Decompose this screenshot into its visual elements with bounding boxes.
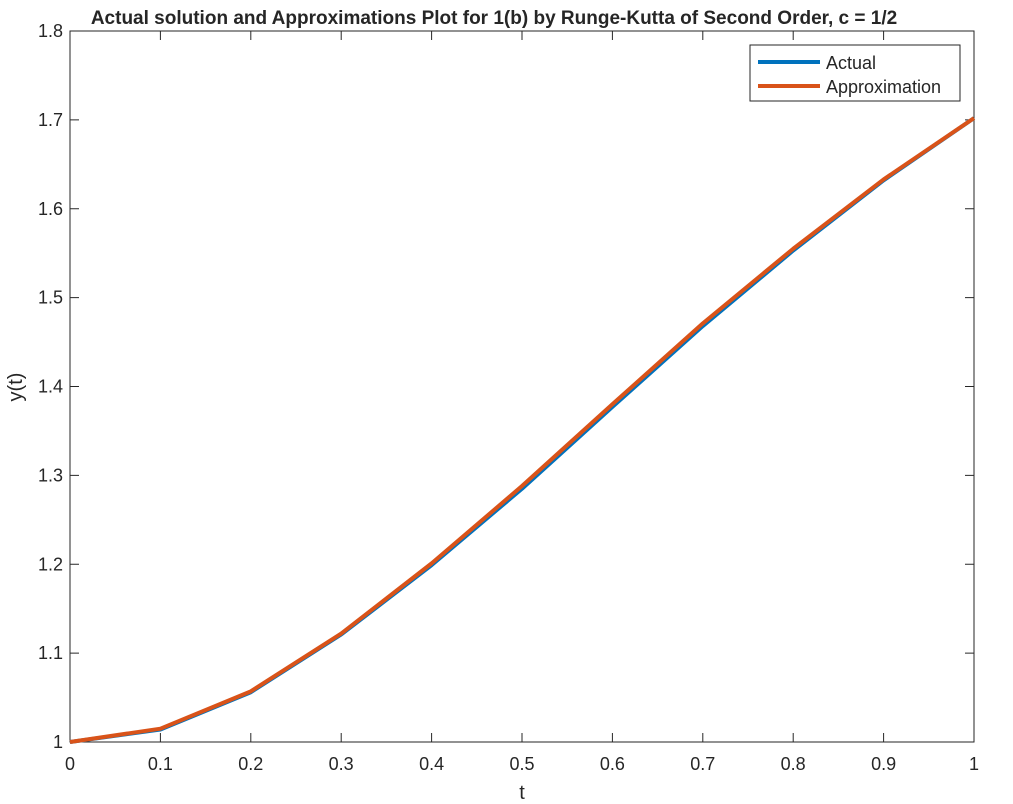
axes: 0 0.1 0.2 0.3 0.4 0.5 0.6 0.7 0.8 0.9 1 1 1.1 1.2 1.3… xyxy=(38,21,979,774)
x-tick-label: 0.5 xyxy=(509,754,534,774)
x-tick-label: 0.2 xyxy=(238,754,263,774)
x-tick-label: 0.8 xyxy=(781,754,806,774)
x-tick-label: 0 xyxy=(65,754,75,774)
x-tick-label: 0.9 xyxy=(871,754,896,774)
legend-box xyxy=(749,44,961,102)
legend-label-approximation: Approximation xyxy=(826,77,941,97)
legend: Actual Approximation xyxy=(749,44,961,102)
x-tick-label: 0.1 xyxy=(148,754,173,774)
legend-label-actual: Actual xyxy=(826,53,876,73)
y-tick-label: 1.7 xyxy=(38,110,63,130)
x-tick-label: 0.6 xyxy=(600,754,625,774)
y-tick-label: 1.6 xyxy=(38,199,63,219)
y-ticks: 1 1.1 1.2 1.3 1.4 1.5 1.6 1.7 1.8 xyxy=(38,21,974,752)
y-axis-label: y(t) xyxy=(5,373,27,402)
y-tick-label: 1.2 xyxy=(38,554,63,574)
x-tick-label: 0.7 xyxy=(690,754,715,774)
y-tick-label: 1.3 xyxy=(38,465,63,485)
x-axis-label: t xyxy=(519,782,525,804)
y-tick-label: 1.4 xyxy=(38,377,63,397)
y-tick-label: 1 xyxy=(53,732,63,752)
x-ticks: 0 0.1 0.2 0.3 0.4 0.5 0.6 0.7 0.8 0.9 1 xyxy=(65,31,979,774)
x-tick-label: 0.3 xyxy=(329,754,354,774)
series-layer xyxy=(69,116,976,744)
x-tick-label: 0.4 xyxy=(419,754,444,774)
y-tick-label: 1.1 xyxy=(38,643,63,663)
plot-area xyxy=(69,30,975,743)
y-tick-label: 1.5 xyxy=(38,288,63,308)
x-tick-label: 1 xyxy=(969,754,979,774)
chart-title: Actual solution and Approximations Plot … xyxy=(91,8,897,29)
y-tick-label: 1.8 xyxy=(38,21,63,41)
series-line-approximation xyxy=(69,116,976,744)
